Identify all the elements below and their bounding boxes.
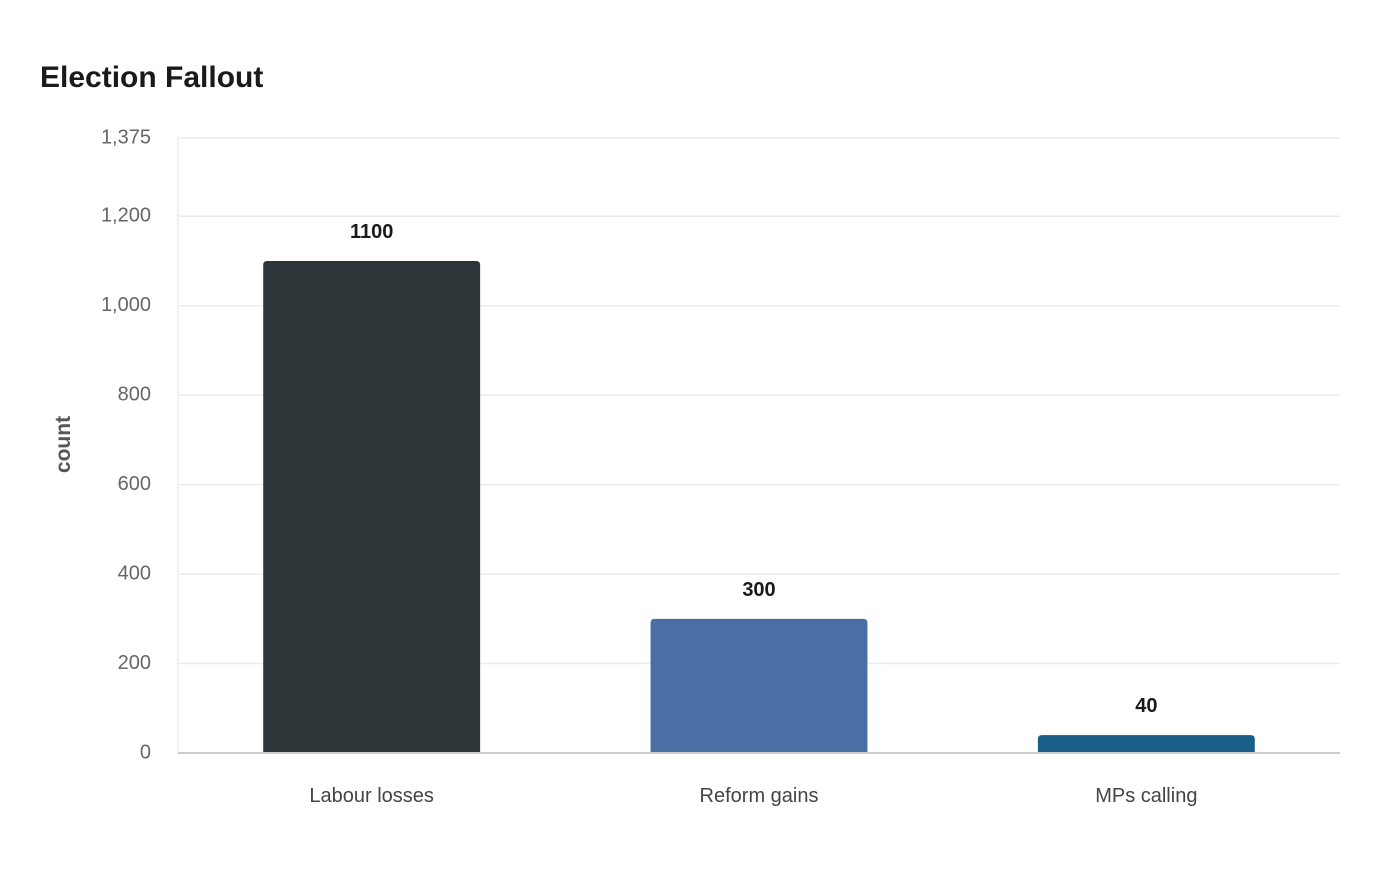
y-tick-label: 800 [118,383,151,405]
data-labels: 1100 300 40 [350,221,1157,717]
y-tick-label: 1,200 [101,205,151,227]
bars [263,261,1255,753]
x-tick-label: Labour losses [309,785,434,807]
y-tick-label: 400 [118,562,151,584]
x-axis-ticks: Labour losses Reform gains MPs calling [309,785,1197,807]
bar-reform-gains [650,618,868,753]
y-tick-label: 1,375 [101,126,151,148]
bar-labour-losses [263,261,481,753]
data-label: 1100 [350,221,393,243]
bar-mps-calling [1037,735,1255,753]
x-tick-label: MPs calling [1095,785,1197,807]
y-axis-ticks: 0 200 400 600 800 1,000 1,200 1,375 [101,126,151,763]
y-tick-label: 0 [140,741,151,763]
y-tick-label: 200 [118,652,151,674]
y-tick-label: 600 [118,473,151,495]
y-tick-label: 1,000 [101,294,151,316]
x-tick-label: Reform gains [700,785,819,807]
data-label: 300 [742,579,775,601]
chart-title: Election Fallout [40,61,264,94]
data-label: 40 [1135,695,1157,717]
y-axis-title: count [52,416,75,473]
